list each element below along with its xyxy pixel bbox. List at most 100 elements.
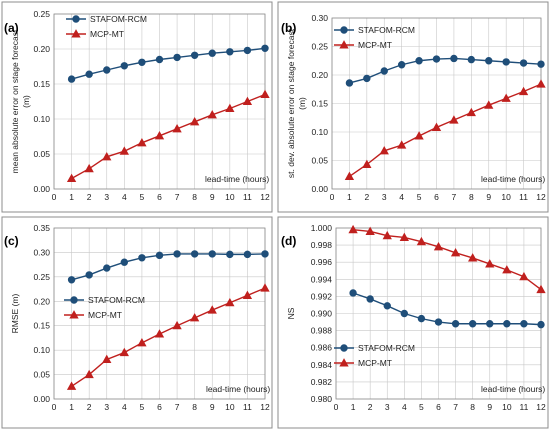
data-point [432, 55, 441, 63]
y-tick-label: 0.980 [311, 394, 333, 404]
data-point [172, 123, 182, 133]
x-tick-label: 10 [225, 192, 235, 202]
plot-area [331, 17, 542, 190]
legend-label: MCP-MT [88, 310, 122, 320]
data-point [226, 48, 234, 56]
x-axis-label: lead-time (hours) [205, 174, 269, 184]
data-point [468, 320, 477, 328]
data-point [190, 250, 199, 258]
y-tick-label: 0.10 [33, 114, 50, 124]
y-tick-label: 1.000 [311, 223, 333, 233]
data-point [519, 59, 528, 67]
x-tick-label: 8 [469, 192, 474, 202]
data-point [103, 264, 111, 272]
y-tick-label: 0.00 [33, 184, 50, 194]
data-point [365, 226, 375, 235]
legend-marker [340, 26, 348, 34]
data-point [362, 159, 372, 169]
data-point [225, 297, 235, 307]
x-tick-label: 3 [385, 402, 390, 412]
y-tick-label: 0.990 [311, 309, 333, 319]
panel-label: (a) [4, 21, 19, 35]
data-point [366, 295, 374, 303]
panel-a: 0.000.050.100.150.200.250 1 2 3 4 5 6 7 8 9 10 11 12… [1, 1, 273, 213]
data-point [466, 107, 476, 117]
data-point [243, 250, 252, 259]
x-tick-label: 11 [243, 402, 252, 412]
data-point [501, 93, 511, 102]
legend-marker [71, 29, 81, 38]
plot-area [53, 13, 266, 190]
data-point [137, 137, 147, 147]
x-tick-label: 5 [417, 192, 422, 202]
y-tick-label: 0.986 [311, 343, 333, 353]
data-point [225, 103, 235, 113]
x-tick-label: 5 [140, 192, 145, 202]
legend-marker [339, 40, 349, 49]
data-point [120, 258, 129, 266]
data-point [208, 49, 216, 57]
data-point [503, 320, 511, 328]
data-point [449, 115, 459, 124]
data-point [344, 171, 355, 180]
data-point [363, 74, 371, 83]
x-tick-label: 4 [402, 402, 407, 412]
data-point [102, 151, 112, 161]
data-point [345, 79, 354, 87]
legend-label: STAFOM-RCM [88, 295, 145, 305]
y-tick-label: 0.30 [33, 247, 50, 257]
data-point [207, 109, 217, 119]
x-axis-label: lead-time (hours) [481, 384, 545, 394]
panel-c: 0.000.050.100.150.200.250.300.350 1 2 3 4 5 6 7… [1, 216, 273, 429]
data-point [154, 130, 165, 140]
data-point [154, 329, 165, 338]
y-tick-label: 0.15 [33, 79, 50, 89]
y-tick-label: 0.992 [311, 291, 333, 301]
data-point [67, 276, 76, 284]
data-point [502, 265, 512, 274]
x-tick-label: 6 [157, 192, 162, 202]
x-tick-label: 9 [487, 402, 492, 412]
x-tick-label: 7 [175, 402, 180, 412]
y-tick-label: 0.30 [311, 13, 328, 23]
x-axis-label: lead-time (hours) [206, 384, 270, 394]
x-tick-label: 11 [243, 192, 252, 202]
data-point [261, 44, 269, 52]
y-tick-label: 0.20 [311, 70, 328, 80]
x-tick-label: 9 [486, 192, 491, 202]
data-point [518, 86, 529, 96]
data-point [119, 347, 129, 357]
data-point [172, 320, 182, 330]
y-tick-label: 0.20 [33, 296, 50, 306]
x-tick-label: 2 [87, 192, 92, 202]
y-tick-label: 0.984 [311, 360, 333, 370]
y-tick-label: 0.00 [311, 184, 328, 194]
x-tick-label: 7 [452, 192, 457, 202]
panel-label: (c) [4, 234, 19, 248]
x-tick-label: 10 [501, 192, 511, 202]
x-tick-label: 6 [434, 192, 439, 202]
data-point [380, 67, 388, 75]
data-point [400, 309, 409, 318]
x-tick-label: 4 [122, 402, 127, 412]
data-point [242, 96, 253, 106]
y-tick-label: 0.15 [33, 321, 50, 331]
data-point [379, 145, 389, 155]
data-point [502, 58, 510, 66]
x-tick-label: 3 [104, 402, 109, 412]
x-tick-label: 7 [175, 192, 180, 202]
data-point [173, 53, 181, 62]
data-point [416, 236, 427, 246]
data-point [66, 381, 77, 390]
x-tick-label: 3 [104, 192, 109, 202]
data-point [450, 54, 458, 63]
x-tick-label: 7 [453, 402, 458, 412]
x-axis-label: lead-time (hours) [481, 174, 545, 184]
x-tick-label: 4 [399, 192, 404, 202]
legend-marker [72, 15, 80, 23]
data-point [415, 57, 423, 65]
y-tick-label: 0.15 [311, 99, 328, 109]
data-point [190, 51, 199, 59]
data-point [467, 55, 476, 64]
data-point [348, 224, 358, 234]
